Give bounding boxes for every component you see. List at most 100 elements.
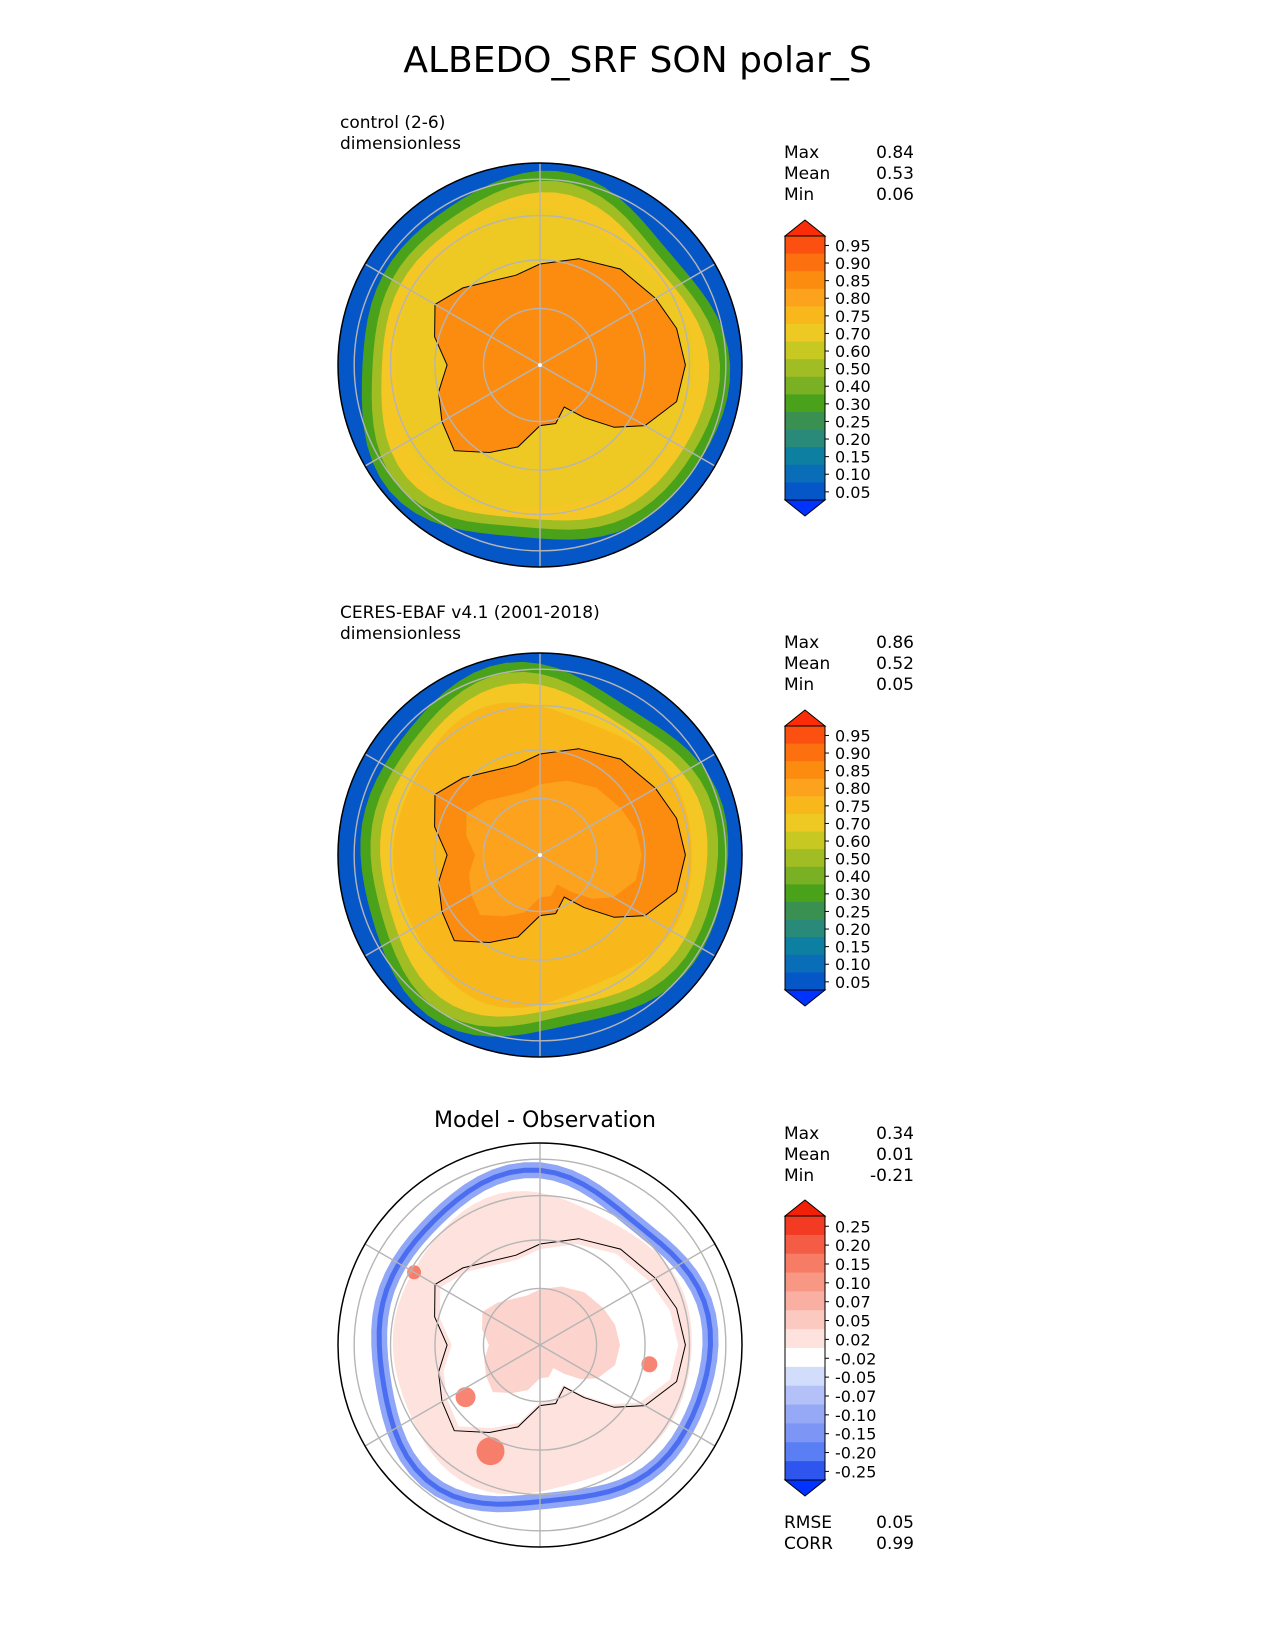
colorbar-band bbox=[785, 761, 825, 780]
colorbar-tick-label: 0.25 bbox=[835, 412, 871, 431]
antarctica-field bbox=[434, 258, 686, 453]
metric-value: 0.99 bbox=[876, 1534, 914, 1554]
pole-dot bbox=[538, 363, 542, 367]
colorbar-extend-max bbox=[783, 709, 827, 727]
interior-positive bbox=[482, 1286, 620, 1394]
stat-label: Mean bbox=[784, 1145, 831, 1165]
colorbar-band bbox=[785, 464, 825, 483]
colorbar-band bbox=[785, 937, 825, 956]
panel2-subtitle: CERES-EBAF v4.1 (2001-2018) dimensionles… bbox=[340, 603, 600, 645]
colorbar-band bbox=[785, 1216, 825, 1236]
colorbar-band bbox=[785, 778, 825, 797]
colorbar-band bbox=[785, 429, 825, 448]
colorbar-band bbox=[785, 1442, 825, 1462]
colorbar-band bbox=[785, 972, 825, 991]
colorbar-tick-label: 0.80 bbox=[835, 289, 871, 308]
stat-label: Mean bbox=[784, 654, 831, 674]
colorbar-band bbox=[785, 743, 825, 762]
colorbar-tick-label: 0.95 bbox=[835, 726, 871, 745]
metric-label: RMSE bbox=[784, 1513, 833, 1533]
panel1-stats: Max 0.84 Mean 0.53 Min 0.06 bbox=[784, 143, 914, 206]
stat-label: Min bbox=[784, 1166, 815, 1186]
map-field bbox=[338, 163, 742, 567]
stat-value: -0.21 bbox=[870, 1166, 914, 1186]
colorbar-tick-label: 0.85 bbox=[835, 272, 871, 291]
metric-value: 0.05 bbox=[876, 1513, 914, 1533]
colorbar-tick-label: 0.75 bbox=[835, 797, 871, 816]
colorbar-band bbox=[785, 1253, 825, 1274]
stat-value: 0.52 bbox=[876, 654, 914, 674]
stat-label: Mean bbox=[784, 164, 831, 184]
colorbar-frame bbox=[784, 1215, 826, 1481]
colorbar-band bbox=[785, 796, 825, 815]
colorbar-band bbox=[785, 288, 825, 307]
meridian-line bbox=[364, 364, 541, 467]
plateau-field bbox=[466, 780, 642, 917]
colorbar-tick-label: 0.02 bbox=[835, 1330, 871, 1349]
panel2-units-label: dimensionless bbox=[340, 624, 461, 644]
colorbar-tick-label: -0.20 bbox=[835, 1444, 876, 1463]
colorbar-tick-label: -0.07 bbox=[835, 1387, 876, 1406]
stat-label: Max bbox=[784, 143, 820, 163]
colorbar-band bbox=[785, 306, 825, 325]
stat-value: 0.53 bbox=[876, 164, 914, 184]
colorbar-tick-label: 0.40 bbox=[835, 867, 871, 886]
colorbar-tick-label: 0.10 bbox=[835, 955, 871, 974]
colorbar-tick-label: 0.07 bbox=[835, 1293, 871, 1312]
meridian-line bbox=[539, 753, 716, 856]
colorbar-band bbox=[785, 482, 825, 501]
colorbar-extend-min bbox=[783, 989, 827, 1007]
colorbar-tick-label: 0.75 bbox=[835, 307, 871, 326]
positive-hotspot bbox=[455, 1387, 476, 1408]
colorbar-band bbox=[785, 902, 825, 921]
stat-value: 0.05 bbox=[876, 675, 914, 695]
panel1-units-label: dimensionless bbox=[340, 134, 461, 154]
colorbar-band bbox=[785, 1461, 825, 1481]
stat-value: 0.01 bbox=[876, 1145, 914, 1165]
colorbar-tick-label: 0.85 bbox=[835, 762, 871, 781]
panel1-polar-map bbox=[337, 162, 743, 568]
colorbar-band bbox=[785, 1234, 825, 1255]
panel2-case-label: CERES-EBAF v4.1 (2001-2018) bbox=[340, 603, 600, 623]
graticule bbox=[353, 163, 727, 567]
colorbar-band bbox=[785, 1348, 825, 1368]
colorbar-band bbox=[785, 394, 825, 413]
pole-dot bbox=[538, 853, 542, 857]
colorbar-band bbox=[785, 253, 825, 272]
colorbar-tick-label: 0.30 bbox=[835, 885, 871, 904]
colorbar-band bbox=[785, 919, 825, 938]
colorbar-band bbox=[785, 447, 825, 466]
colorbar-tick-label: 0.15 bbox=[835, 1255, 871, 1274]
stat-label: Max bbox=[784, 1124, 820, 1144]
meridian-line bbox=[364, 1243, 541, 1346]
colorbar-band bbox=[785, 831, 825, 850]
colorbar-tick-label: 0.05 bbox=[835, 973, 871, 992]
panel1-subtitle: control (2-6) dimensionless bbox=[340, 113, 461, 155]
stat-label: Max bbox=[784, 633, 820, 653]
positive-hotspot bbox=[476, 1437, 505, 1466]
colorbar-tick-label: 0.05 bbox=[835, 1312, 871, 1331]
colorbar-tick-label: -0.10 bbox=[835, 1406, 876, 1425]
figure-title: ALBEDO_SRF SON polar_S bbox=[403, 40, 872, 81]
colorbar-band bbox=[785, 866, 825, 885]
colorbar-band bbox=[785, 412, 825, 431]
panel1-colorbar: 0.950.900.850.800.750.700.600.500.400.30… bbox=[783, 219, 871, 517]
stat-value: 0.06 bbox=[876, 185, 914, 205]
colorbar-band bbox=[785, 1385, 825, 1406]
colorbar-band bbox=[785, 884, 825, 903]
panel3-polar-map bbox=[337, 1142, 743, 1548]
positive-hotspot bbox=[641, 1356, 658, 1373]
stat-value: 0.84 bbox=[876, 143, 914, 163]
stat-label: Min bbox=[784, 675, 815, 695]
meridian-line bbox=[539, 1344, 716, 1447]
colorbar-tick-label: 0.20 bbox=[835, 430, 871, 449]
meridian-line bbox=[364, 854, 541, 957]
meridian-line bbox=[539, 1243, 716, 1346]
colorbar-tick-label: 0.50 bbox=[835, 850, 871, 869]
colorbar-band bbox=[785, 1366, 825, 1387]
colorbar-frame bbox=[784, 725, 826, 991]
colorbar-tick-label: 0.25 bbox=[835, 1217, 871, 1236]
colorbar-extend-min bbox=[783, 1479, 827, 1497]
colorbar-extend-max bbox=[783, 219, 827, 237]
colorbar-tick-label: 0.20 bbox=[835, 920, 871, 939]
